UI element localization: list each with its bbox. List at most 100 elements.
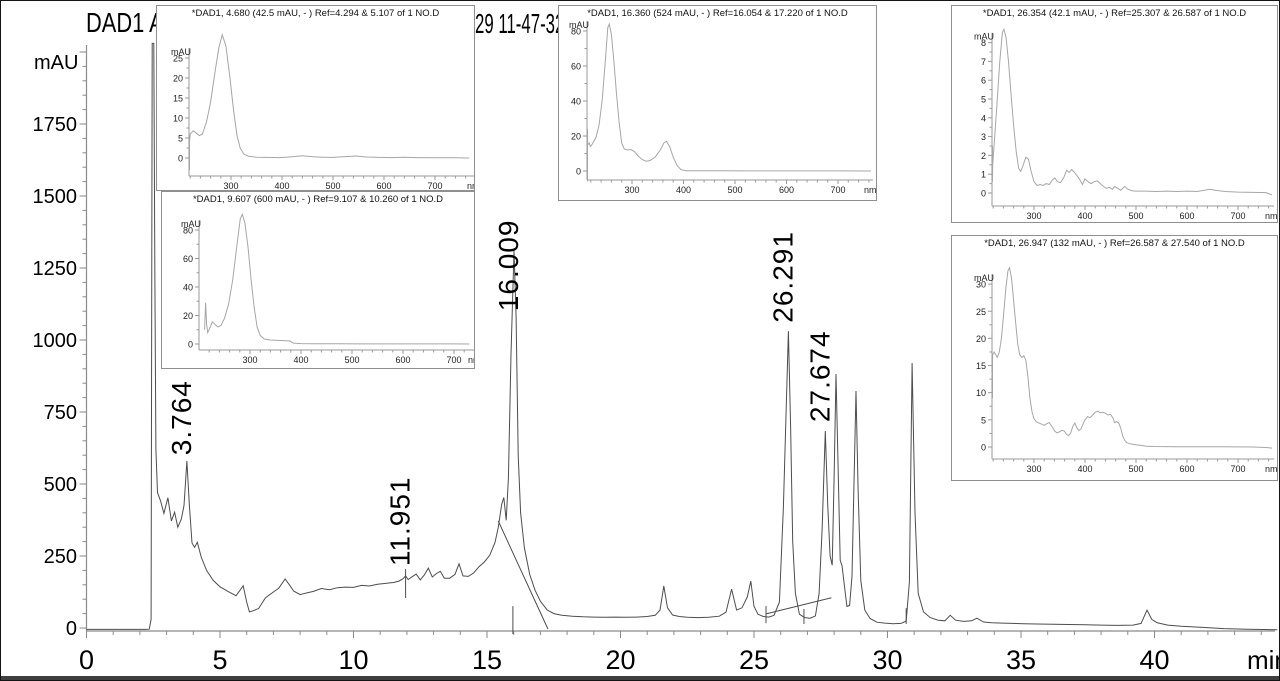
svg-text:15: 15: [976, 361, 986, 371]
inset-title-26947: *DAD1, 26.947 (132 mAU, - ) Ref=26.587 &…: [984, 238, 1245, 249]
uv-spectrum-inset-26354: 0 1 2 3 4 5 6 7 8 300 400 500 600 700 nm mAU *DAD1, 26.…: [951, 5, 1278, 223]
svg-text:40: 40: [183, 283, 193, 293]
svg-text:500: 500: [1128, 211, 1143, 221]
svg-text:20: 20: [173, 74, 183, 84]
peak-retention-label: 3.764: [166, 380, 197, 455]
svg-text:3: 3: [981, 132, 986, 142]
svg-text:400: 400: [293, 355, 308, 365]
svg-text:0: 0: [981, 189, 986, 199]
svg-text:0: 0: [576, 167, 581, 177]
uv-spectrum-plot-9607: 0 20 40 60 80 300 400 500 600 700 nm mAU: [181, 212, 474, 365]
svg-text:500: 500: [727, 185, 742, 195]
svg-text:nm: nm: [1265, 464, 1277, 474]
svg-text:400: 400: [676, 185, 691, 195]
svg-text:mAU: mAU: [181, 219, 201, 229]
svg-text:mAU: mAU: [34, 52, 78, 74]
uv-spectrum-trace: [204, 212, 470, 345]
svg-text:20: 20: [571, 132, 581, 142]
inset-title-9607: *DAD1, 9.607 (600 mAU, - ) Ref=9.107 & 1…: [192, 194, 444, 205]
uv-spectrum-inset-9607: 0 20 40 60 80 300 400 500 600 700 nm mAU *DAD1, 9.6…: [161, 191, 475, 369]
svg-text:10: 10: [976, 388, 986, 398]
svg-text:1750: 1750: [33, 114, 78, 136]
svg-text:400: 400: [274, 181, 289, 190]
svg-text:300: 300: [1026, 464, 1041, 474]
peak-retention-label: 16.009: [493, 220, 524, 312]
svg-text:mAU: mAU: [569, 20, 589, 30]
svg-text:0: 0: [66, 618, 77, 640]
uv-spectrum-trace: [992, 28, 1273, 196]
svg-text:600: 600: [1179, 464, 1194, 474]
svg-text:8: 8: [981, 38, 986, 48]
svg-text:700: 700: [446, 355, 461, 365]
inset-title-26354: *DAD1, 26.354 (42.1 mAU, - ) Ref=25.307 …: [982, 8, 1247, 19]
svg-text:nm: nm: [1265, 211, 1277, 221]
svg-text:30: 30: [872, 645, 902, 675]
svg-text:0: 0: [79, 645, 94, 675]
svg-text:700: 700: [427, 181, 442, 190]
svg-text:300: 300: [1026, 211, 1041, 221]
svg-text:10: 10: [338, 645, 368, 675]
peak-retention-label: 26.291: [767, 231, 798, 323]
svg-text:0: 0: [178, 154, 183, 164]
svg-text:600: 600: [376, 181, 391, 190]
svg-text:20: 20: [976, 334, 986, 344]
svg-text:10: 10: [173, 114, 183, 124]
svg-text:30: 30: [976, 280, 986, 290]
uv-spectrum-plot-16360: 0 20 40 60 80 300 400 500 600 700 nm mAU: [569, 20, 876, 195]
svg-text:mAU: mAU: [974, 32, 994, 42]
svg-text:600: 600: [779, 185, 794, 195]
svg-text:250: 250: [44, 546, 77, 568]
svg-text:500: 500: [344, 355, 359, 365]
svg-text:5: 5: [178, 134, 183, 144]
svg-text:nm: nm: [864, 185, 876, 195]
report-title-right: 29 11-47-32: [475, 8, 565, 39]
svg-text:25: 25: [173, 54, 183, 64]
svg-text:40: 40: [1139, 645, 1169, 675]
svg-text:25: 25: [976, 307, 986, 317]
chromatogram-trace: [86, 42, 1278, 631]
peak-retention-label: 11.951: [385, 477, 416, 567]
svg-text:nm: nm: [467, 181, 474, 190]
svg-text:min: min: [1247, 645, 1280, 675]
svg-text:6: 6: [981, 76, 986, 86]
svg-text:300: 300: [223, 181, 238, 190]
svg-text:400: 400: [1077, 211, 1092, 221]
svg-text:60: 60: [571, 62, 581, 72]
uv-spectrum-plot-4680: 0 5 10 15 20 25 300 400 500 600 700 nm mAU: [171, 33, 474, 190]
uv-spectrum-inset-16360: 0 20 40 60 80 300 400 500 600 700 nm mAU *DAD1, 16.…: [558, 5, 877, 201]
inset-title-16360: *DAD1, 16.360 (524 mAU, - ) Ref=16.054 &…: [587, 8, 848, 19]
svg-text:35: 35: [1006, 645, 1036, 675]
svg-text:5: 5: [212, 645, 227, 675]
uv-spectrum-trace: [992, 266, 1273, 449]
svg-text:20: 20: [183, 311, 193, 321]
svg-text:400: 400: [1077, 464, 1092, 474]
svg-text:20: 20: [605, 645, 635, 675]
svg-text:500: 500: [1128, 464, 1143, 474]
svg-text:0: 0: [188, 340, 193, 350]
svg-text:700: 700: [1230, 464, 1245, 474]
svg-text:1500: 1500: [33, 186, 78, 208]
report-title-left: DAD1 A,: [86, 7, 170, 38]
svg-text:600: 600: [395, 355, 410, 365]
svg-text:1: 1: [981, 170, 986, 180]
svg-text:500: 500: [325, 181, 340, 190]
svg-text:300: 300: [242, 355, 257, 365]
svg-text:0: 0: [981, 443, 986, 453]
svg-text:1250: 1250: [33, 258, 78, 280]
svg-text:4: 4: [981, 113, 986, 123]
inset-title-4680: *DAD1, 4.680 (42.5 mAU, - ) Ref=4.294 & …: [191, 8, 440, 19]
svg-text:mAU: mAU: [171, 47, 191, 57]
svg-text:300: 300: [624, 185, 639, 195]
svg-text:700: 700: [830, 185, 845, 195]
svg-text:nm: nm: [468, 355, 474, 365]
uv-spectrum-trace: [189, 33, 470, 170]
integration-baseline: [497, 520, 549, 630]
svg-text:15: 15: [472, 645, 502, 675]
svg-text:80: 80: [571, 27, 581, 37]
uv-spectrum-inset-4680: 0 5 10 15 20 25 300 400 500 600 700 nm mAU *DAD1, 4.…: [156, 5, 475, 191]
svg-text:mAU: mAU: [974, 273, 994, 283]
svg-text:750: 750: [44, 402, 77, 424]
svg-text:2: 2: [981, 151, 986, 161]
uv-spectrum-inset-26947: 0 5 10 15 20 25 30 300 400 500 600 700 nm mAU *DAD1, …: [951, 235, 1278, 481]
